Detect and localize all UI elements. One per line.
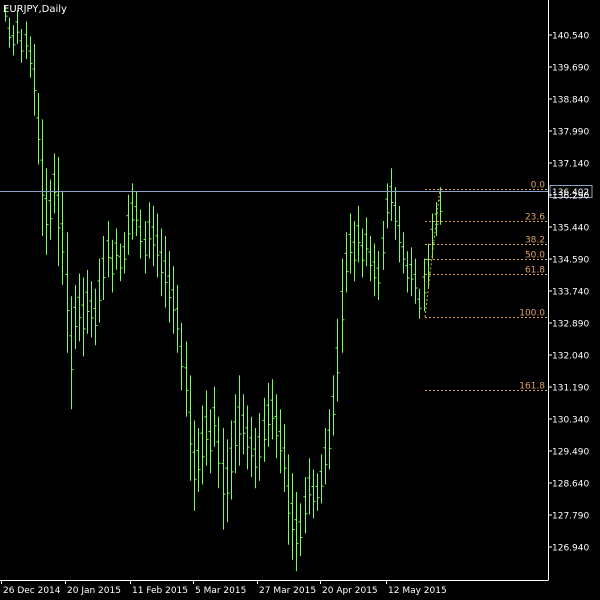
y-tick-label: 137.140 <box>552 160 589 170</box>
x-axis: 26 Dec 2014 20 Jan 2015 11 Feb 2015 5 Mar 2… <box>0 580 549 596</box>
y-tick-label: 139.690 <box>552 64 589 74</box>
y-tick-label: 137.990 <box>552 128 589 138</box>
x-tick-label: 11 Feb 2015 <box>132 586 188 596</box>
y-tick-label: 138.840 <box>552 96 589 106</box>
y-tick-label: 131.190 <box>552 384 589 394</box>
y-tick-label: 135.440 <box>552 224 589 234</box>
candles-layer <box>3 6 443 572</box>
fibonacci-level-label: 38.2 <box>525 236 545 246</box>
y-tick-label: 140.540 <box>552 32 589 42</box>
x-tick-label: 12 May 2015 <box>388 586 447 596</box>
fibonacci-level-label: 61.8 <box>525 266 545 276</box>
y-tick-label: 136.290 <box>552 192 589 202</box>
fibonacci-level-label: 100.0 <box>519 309 545 319</box>
x-tick-label: 27 Mar 2015 <box>259 586 316 596</box>
y-tick-label: 130.340 <box>552 416 589 426</box>
y-axis: 140.540 139.690 138.840 137.990 137.140 136.2… <box>548 0 589 580</box>
y-tick-label: 132.890 <box>552 320 589 330</box>
current-price-label: 136.402 <box>552 188 589 198</box>
y-tick-label: 126.940 <box>552 544 589 554</box>
y-tick-label: 132.040 <box>552 352 589 362</box>
y-tick-label: 134.590 <box>552 256 589 266</box>
fibonacci-level-label: 23.6 <box>525 213 545 223</box>
fibonacci-level-label: 161.8 <box>519 382 545 392</box>
fibonacci-level-label: 50.0 <box>525 251 545 261</box>
y-tick-label: 127.790 <box>552 512 589 522</box>
y-tick-label: 133.740 <box>552 288 589 298</box>
x-tick-label: 20 Apr 2015 <box>322 586 378 596</box>
fibonacci-level-label: 0.0 <box>531 181 546 191</box>
fibonacci-layer: 0.0 23.6 38.2 50.0 61.8 100.0 161.8 <box>424 181 548 392</box>
x-tick-label: 5 Mar 2015 <box>195 586 246 596</box>
symbol-label: EURJPY,Daily <box>3 4 67 15</box>
current-price-layer: 136.402 <box>0 185 593 198</box>
fibonacci-trend-line <box>424 188 441 318</box>
x-tick-label: 20 Jan 2015 <box>67 586 121 596</box>
y-tick-label: 128.640 <box>552 480 589 490</box>
current-price-box <box>549 185 593 198</box>
y-tick-label: 129.490 <box>552 448 589 458</box>
x-tick-label: 26 Dec 2014 <box>3 586 61 596</box>
